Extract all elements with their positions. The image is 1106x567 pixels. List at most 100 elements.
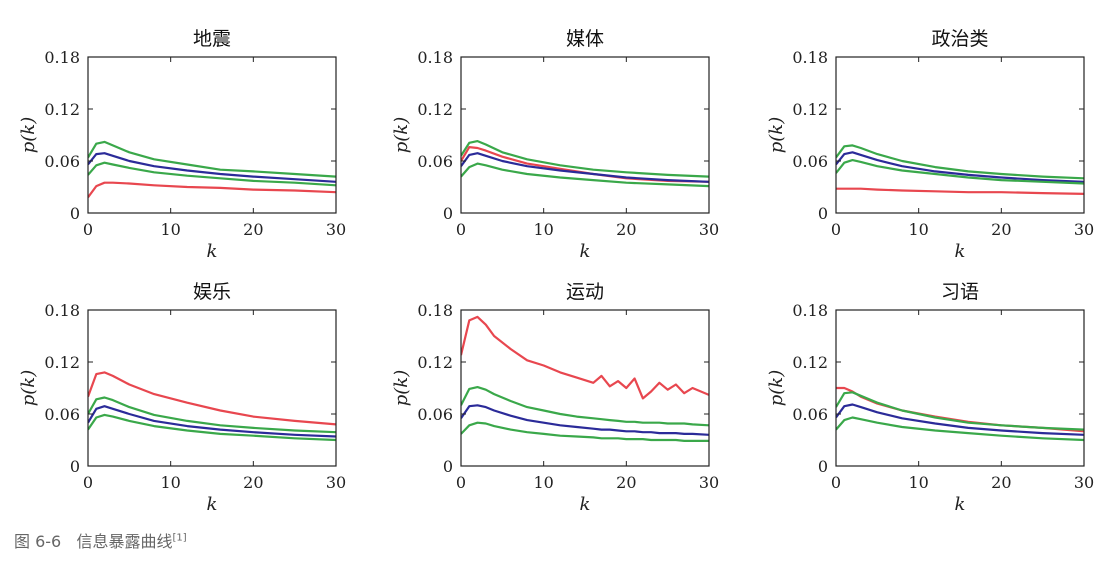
y-tick-label: 0.12 <box>417 100 453 119</box>
chart-panel-2: 媒体 0 0.06 0.12 0.18 0 10 20 30 k p(k) <box>391 28 719 262</box>
x-tick-label: 0 <box>831 220 841 239</box>
series-line-green-green_lower <box>88 413 336 442</box>
y-axis-label: p(k) <box>391 370 412 406</box>
x-tick-label: 0 <box>831 473 841 492</box>
x-tick-label: 10 <box>533 220 553 239</box>
y-tick-label: 0 <box>443 457 453 476</box>
y-axis-label: p(k) <box>391 117 412 153</box>
y-tick-label: 0.06 <box>792 152 828 171</box>
y-tick-label: 0.18 <box>417 48 453 67</box>
chart-title: 娱乐 <box>193 281 231 303</box>
y-tick-label: 0.12 <box>792 100 828 119</box>
series-group <box>88 140 336 199</box>
y-tick-label: 0.12 <box>44 353 80 372</box>
series-group <box>461 315 709 442</box>
y-axis-label: p(k) <box>766 370 787 406</box>
series-group <box>836 386 1084 442</box>
series-line-red-red <box>461 146 709 183</box>
caption-reference: [1] <box>172 532 187 544</box>
series-group <box>461 140 709 188</box>
series-line-green-green_lower <box>461 421 709 442</box>
series-line-green-green_upper <box>836 391 1084 431</box>
series-line-blue-blue <box>88 152 336 183</box>
x-axis-label: k <box>580 494 591 515</box>
y-axis-label: p(k) <box>18 117 39 153</box>
plot-frame <box>460 56 710 214</box>
x-tick-label: 0 <box>83 473 93 492</box>
x-axis-label: k <box>207 494 218 515</box>
series-line-blue-blue <box>88 405 336 438</box>
y-tick-label: 0.06 <box>44 152 80 171</box>
y-tick-label: 0.12 <box>44 100 80 119</box>
series-group <box>836 144 1084 195</box>
y-tick-label: 0.06 <box>417 405 453 424</box>
x-tick-label: 30 <box>326 220 346 239</box>
chart-title: 习语 <box>941 281 979 303</box>
y-tick-label: 0.06 <box>792 405 828 424</box>
x-tick-label: 10 <box>160 220 180 239</box>
x-tick-label: 30 <box>699 473 719 492</box>
series-line-red-red <box>88 371 336 426</box>
chart-panel-3: 政治类 0 0.06 0.12 0.18 0 10 20 30 k p(k) <box>766 28 1094 262</box>
x-tick-label: 30 <box>1074 473 1094 492</box>
x-tick-label: 0 <box>456 220 466 239</box>
chart-panel-1: 地震 0 0.06 0.12 0.18 0 10 20 30 k p(k) <box>18 28 346 262</box>
chart-title: 地震 <box>193 28 231 50</box>
chart-panel-6: 习语 0 0.06 0.12 0.18 0 10 20 30 k p(k) <box>766 281 1094 515</box>
series-line-green-green_lower <box>88 161 336 187</box>
y-tick-label: 0.18 <box>792 48 828 67</box>
figure-panels: 地震 0 0.06 0.12 0.18 0 10 20 30 k p(k) 媒体 0 0.06 0.12 0.… <box>18 28 1094 515</box>
y-tick-label: 0.12 <box>792 353 828 372</box>
x-tick-label: 10 <box>533 473 553 492</box>
figure-caption: 图 6-6 信息暴露曲线[1] <box>14 528 187 552</box>
series-line-blue-blue <box>461 404 709 436</box>
plot-frame <box>87 309 337 467</box>
x-tick-label: 10 <box>908 220 928 239</box>
series-line-green-green_upper <box>88 396 336 434</box>
x-tick-label: 20 <box>616 473 636 492</box>
y-tick-label: 0 <box>70 204 80 223</box>
x-tick-label: 10 <box>908 473 928 492</box>
series-line-green-green_upper <box>836 144 1084 180</box>
series-line-green-green_upper <box>461 140 709 178</box>
x-tick-label: 20 <box>991 220 1011 239</box>
y-tick-label: 0 <box>818 457 828 476</box>
x-tick-label: 0 <box>83 220 93 239</box>
x-tick-label: 20 <box>243 220 263 239</box>
caption-number: 图 6-6 <box>14 532 62 551</box>
series-line-green-green_lower <box>836 416 1084 442</box>
series-line-green-green_upper <box>88 140 336 178</box>
caption-text: 信息暴露曲线 <box>76 532 173 551</box>
x-tick-label: 20 <box>616 220 636 239</box>
x-tick-label: 30 <box>326 473 346 492</box>
y-tick-label: 0.18 <box>417 301 453 320</box>
y-tick-label: 0.18 <box>792 301 828 320</box>
y-tick-label: 0 <box>818 204 828 223</box>
x-tick-label: 30 <box>699 220 719 239</box>
y-axis-label: p(k) <box>766 117 787 153</box>
y-tick-label: 0.18 <box>44 48 80 67</box>
plot-frame <box>835 309 1085 467</box>
x-axis-label: k <box>580 241 591 262</box>
y-tick-label: 0.06 <box>44 405 80 424</box>
y-tick-label: 0.18 <box>44 301 80 320</box>
y-tick-label: 0 <box>443 204 453 223</box>
chart-panel-4: 娱乐 0 0.06 0.12 0.18 0 10 20 30 k p(k) <box>18 281 346 515</box>
chart-title: 媒体 <box>566 28 604 50</box>
series-line-green-green_lower <box>461 162 709 188</box>
plot-frame <box>87 56 337 214</box>
x-tick-label: 10 <box>160 473 180 492</box>
series-line-red-red <box>836 187 1084 195</box>
x-tick-label: 30 <box>1074 220 1094 239</box>
y-axis-label: p(k) <box>18 370 39 406</box>
series-line-blue-blue <box>836 403 1084 436</box>
chart-title: 运动 <box>566 281 604 303</box>
series-line-green-green_upper <box>461 386 709 427</box>
x-axis-label: k <box>955 241 966 262</box>
x-tick-label: 0 <box>456 473 466 492</box>
plot-frame <box>835 56 1085 214</box>
chart-panel-5: 运动 0 0.06 0.12 0.18 0 10 20 30 k p(k) <box>391 281 719 515</box>
series-line-red-red <box>461 315 709 400</box>
y-tick-label: 0.12 <box>417 353 453 372</box>
chart-title: 政治类 <box>931 28 988 50</box>
